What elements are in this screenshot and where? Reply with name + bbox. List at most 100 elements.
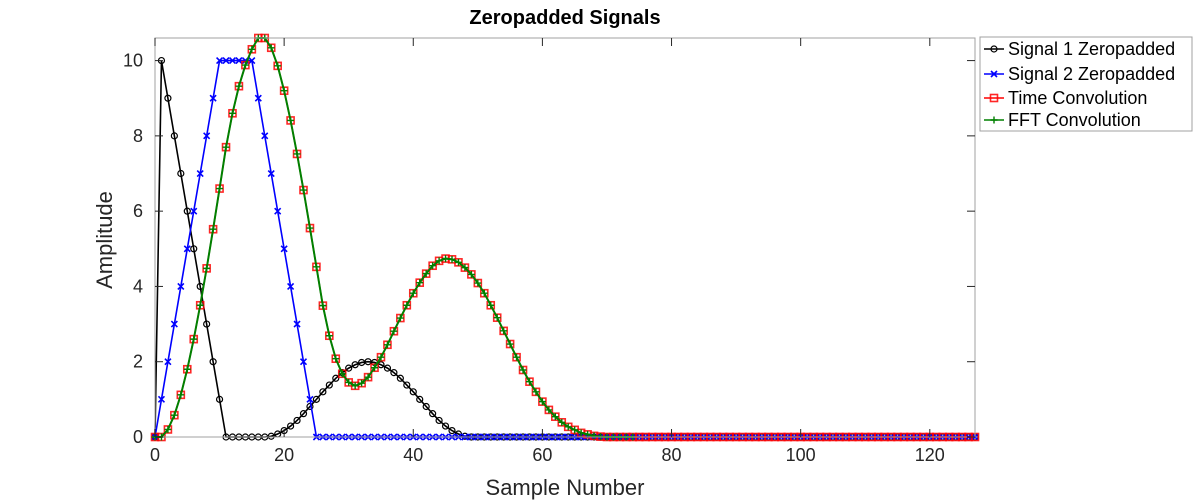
data-point (312, 395, 321, 403)
data-point (299, 410, 308, 418)
data-point (306, 395, 314, 403)
plot-background (155, 38, 975, 437)
data-point (228, 109, 236, 117)
data-point (216, 185, 224, 193)
data-point (319, 302, 327, 310)
data-point (441, 422, 450, 430)
data-point (371, 364, 379, 372)
data-point (170, 411, 178, 419)
data-point (396, 374, 404, 382)
data-point (293, 150, 301, 158)
legend: Signal 1 Zeropadded Signal 2 Zeropadded Ti… (979, 36, 1193, 132)
data-point (203, 320, 211, 328)
data-point (506, 340, 514, 348)
data-point (319, 388, 327, 396)
data-point (500, 327, 508, 335)
x-tick-label: 120 (915, 445, 945, 465)
data-point (480, 289, 488, 297)
data-point (345, 378, 353, 386)
data-point (209, 225, 217, 233)
data-point (390, 369, 398, 377)
data-point (435, 416, 443, 425)
data-point (261, 132, 269, 140)
data-point (170, 132, 178, 140)
data-point (280, 245, 288, 253)
data-point (416, 279, 424, 287)
data-point (525, 378, 533, 386)
x-tick-label: 80 (662, 445, 682, 465)
data-point (416, 395, 424, 403)
data-point (209, 358, 217, 366)
data-point (157, 395, 166, 403)
data-point (448, 255, 456, 263)
data-point (538, 398, 546, 406)
data-point (332, 374, 340, 382)
data-point (177, 282, 185, 290)
y-tick-label: 6 (133, 201, 143, 221)
data-point (383, 364, 392, 372)
chart-title: Zeropadded Signals (469, 7, 660, 29)
data-point (190, 207, 198, 215)
legend-entry-label: Signal 1 Zeropadded (1008, 39, 1175, 59)
x-axis-label: Sample Number (486, 475, 645, 500)
data-point (351, 382, 359, 390)
data-point (248, 45, 256, 53)
data-point (571, 426, 579, 434)
data-point (274, 62, 282, 70)
data-point (403, 381, 411, 389)
data-point (493, 314, 501, 322)
data-point (551, 413, 559, 421)
data-point (196, 169, 204, 178)
data-point (345, 364, 353, 372)
plot-frame (154, 37, 976, 438)
data-point (254, 94, 262, 102)
data-point (293, 416, 301, 425)
data-point (442, 255, 450, 263)
data-point (241, 61, 249, 69)
data-point (209, 94, 217, 102)
x-tick-label: 0 (150, 445, 160, 465)
data-point (590, 432, 598, 440)
data-point (183, 245, 191, 253)
data-point (409, 388, 417, 396)
legend-marker-icon (989, 93, 999, 103)
data-point (267, 169, 275, 178)
legend-entry-label: FFT Convolution (1008, 110, 1141, 130)
y-tick-label: 4 (133, 276, 143, 296)
data-point (558, 418, 566, 426)
data-point (513, 353, 521, 361)
data-point (222, 57, 230, 65)
data-point (248, 57, 256, 65)
x-tick-label: 40 (403, 445, 423, 465)
data-point (390, 327, 398, 335)
legend-entry-label: Signal 2 Zeropadded (1008, 64, 1175, 84)
data-point (338, 370, 346, 378)
data-point (215, 395, 224, 403)
data-point (286, 422, 295, 430)
data-point (267, 44, 275, 52)
data-point (409, 289, 417, 297)
x-tick-label: 60 (532, 445, 552, 465)
data-point (461, 264, 469, 272)
data-point (306, 224, 314, 232)
data-point (429, 410, 437, 418)
data-point (203, 132, 211, 140)
data-point (422, 402, 430, 411)
y-tick-label: 8 (133, 126, 143, 146)
ticks-layer: 0 20 40 60 80 100 120 0 2 4 6 8 10 (123, 38, 975, 465)
legend-entry-label: Time Convolution (1008, 88, 1147, 108)
data-point (228, 57, 237, 65)
data-point (377, 353, 385, 361)
data-point (300, 186, 308, 194)
data-point (403, 301, 411, 309)
data-point (429, 262, 437, 270)
data-point (358, 379, 366, 387)
data-point (448, 427, 456, 435)
data-point (293, 320, 301, 328)
data-point (487, 301, 495, 309)
data-point (216, 57, 224, 65)
legend-marker-icon (990, 116, 998, 124)
data-point (164, 94, 172, 102)
data-point (364, 373, 372, 381)
